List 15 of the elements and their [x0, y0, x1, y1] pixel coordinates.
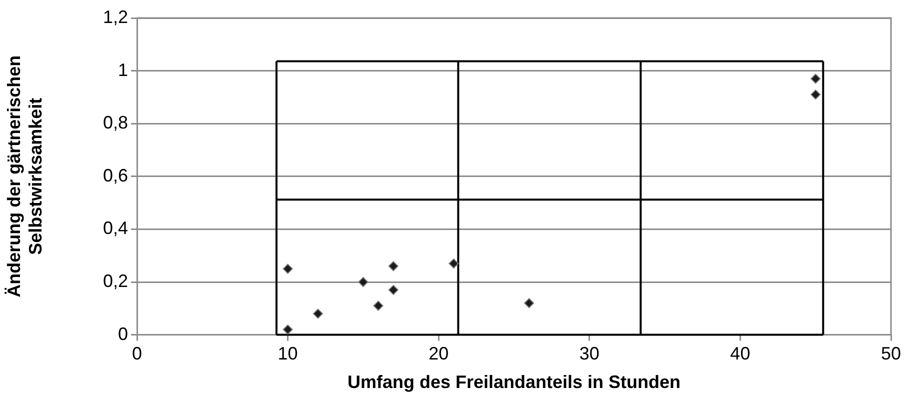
y-tick-label: 1,2 [102, 6, 128, 27]
x-tick-label: 0 [132, 344, 142, 364]
y-tick-label: 0,8 [102, 112, 128, 133]
y-tick-label: 1 [118, 60, 128, 80]
y-tick-label: 0,2 [102, 270, 128, 291]
x-tick-label: 30 [579, 344, 600, 364]
y-tick-label: 0,6 [102, 165, 128, 186]
y-tick-label: 0,4 [102, 218, 128, 238]
y-axis-title: Änderung der gärtnerischen Selbstwirksamkeit [4, 55, 46, 298]
x-tick-label: 50 [880, 344, 902, 364]
x-tick-label: 10 [278, 344, 298, 364]
x-tick-label: 40 [730, 344, 750, 364]
x-axis-title: Umfang des Freilandanteils in Stunden [347, 372, 681, 392]
x-tick-label: 20 [428, 344, 449, 364]
y-tick-label: 0 [118, 324, 128, 344]
